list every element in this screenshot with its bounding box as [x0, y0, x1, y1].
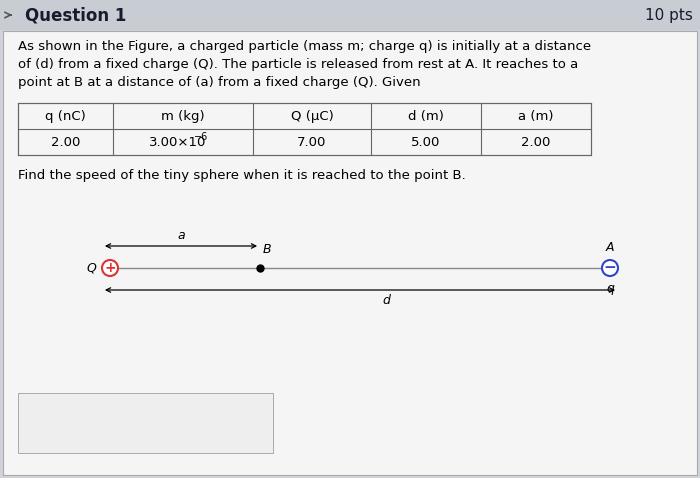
Text: 10 pts: 10 pts [645, 8, 693, 22]
Text: d (m): d (m) [408, 109, 444, 122]
Text: A: A [606, 241, 615, 254]
Text: 5.00: 5.00 [412, 135, 441, 149]
Text: B: B [263, 243, 272, 256]
Circle shape [602, 260, 618, 276]
Text: a (m): a (m) [518, 109, 554, 122]
Text: point at B at a distance of (a) from a fixed charge (Q). Given: point at B at a distance of (a) from a f… [18, 76, 421, 89]
Text: −6: −6 [194, 132, 208, 142]
Text: q: q [606, 282, 614, 295]
Text: +: + [104, 261, 116, 275]
Text: 2.00: 2.00 [51, 135, 80, 149]
Text: 2.00: 2.00 [522, 135, 551, 149]
Text: Q (μC): Q (μC) [290, 109, 333, 122]
Text: −: − [603, 261, 617, 275]
Text: Question 1: Question 1 [25, 6, 127, 24]
Text: a: a [177, 229, 185, 242]
Text: d: d [382, 294, 390, 307]
Text: 3.00×10: 3.00×10 [149, 135, 206, 149]
Text: Q: Q [86, 261, 96, 274]
Bar [18, 103, 591, 155]
Text: As shown in the Figure, a charged particle (mass m; charge q) is initially at a : As shown in the Figure, a charged partic… [18, 40, 591, 53]
Text: m (kg): m (kg) [161, 109, 205, 122]
Text: q (nC): q (nC) [45, 109, 86, 122]
Text: 7.00: 7.00 [298, 135, 327, 149]
Bar [0, 0, 700, 30]
Text: Find the speed of the tiny sphere when it is reached to the point B.: Find the speed of the tiny sphere when i… [18, 169, 466, 182]
Text: of (d) from a fixed charge (Q). The particle is released from rest at A. It reac: of (d) from a fixed charge (Q). The part… [18, 58, 578, 71]
Circle shape [102, 260, 118, 276]
Bar [18, 393, 273, 453]
